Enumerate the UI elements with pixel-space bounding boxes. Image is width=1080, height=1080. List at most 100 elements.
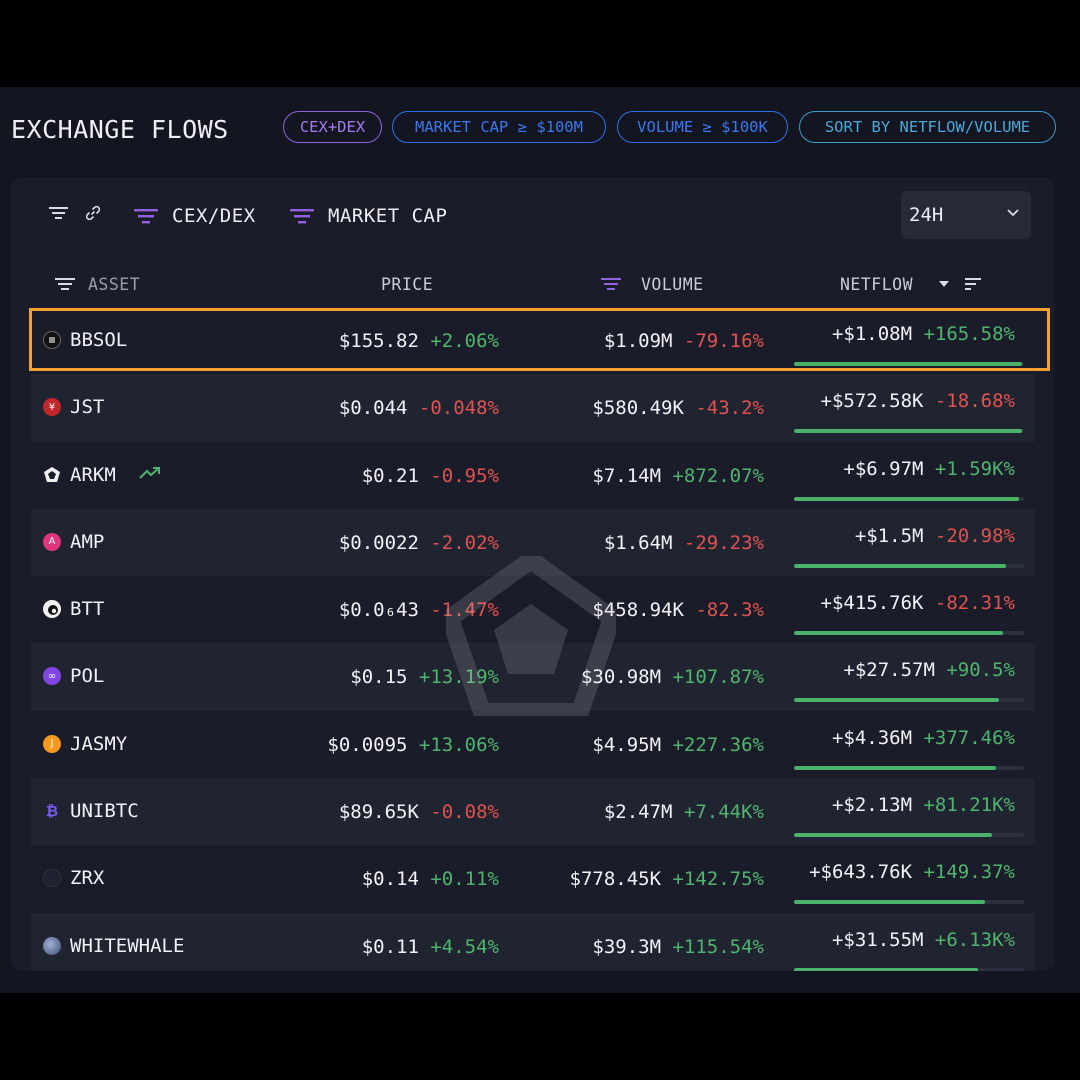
netflow-value: +$643.76K bbox=[809, 861, 913, 884]
price-change: -1.47% bbox=[430, 599, 499, 622]
netflow-change: +81.21K% bbox=[923, 794, 1015, 817]
netflow-bar-fill bbox=[794, 362, 1022, 366]
unibtc-icon: ₿ bbox=[45, 802, 59, 821]
zrx-icon bbox=[43, 869, 61, 888]
cex-dex-filter[interactable]: CEX/DEX bbox=[134, 203, 256, 229]
volume-change: +227.36% bbox=[672, 733, 764, 756]
filter-pill-volume[interactable]: VOLUME ≥ $100K bbox=[617, 111, 788, 143]
volume-value: $1.09M bbox=[603, 330, 673, 352]
table-row[interactable]: ARKM $0.21 -0.95% $7.14M +872.07% +$6.97… bbox=[31, 442, 1035, 509]
price-change: -0.95% bbox=[430, 464, 499, 487]
bbsol-icon bbox=[43, 331, 61, 349]
arkm-glyph-icon bbox=[44, 466, 60, 482]
filter-pill-cex-dex[interactable]: CEX+DEX bbox=[283, 111, 382, 143]
netflow-bar bbox=[794, 429, 1024, 434]
page-title: EXCHANGE FLOWS bbox=[11, 115, 229, 144]
price-cell: $0.0022 -2.02% bbox=[339, 532, 499, 554]
table-row[interactable]: A AMP $0.0022 -2.02% $1.64M -29.23% +$1.… bbox=[31, 508, 1035, 577]
amp-icon: A bbox=[43, 532, 61, 551]
netflow-cell: +$6.97M +1.59K% bbox=[843, 458, 1015, 480]
netflow-bar-fill bbox=[794, 563, 1006, 568]
table-row[interactable]: J JASMY $0.0095 +13.06% $4.95M +227.36% … bbox=[31, 711, 1035, 778]
column-header-volume[interactable]: VOLUME bbox=[601, 273, 704, 295]
filter-pill-sort[interactable]: SORT BY NETFLOW/VOLUME bbox=[799, 111, 1056, 143]
volume-value: $7.14M bbox=[592, 464, 662, 487]
price-value: $0.0₆43 bbox=[338, 599, 419, 622]
price-change: +2.06% bbox=[430, 330, 499, 352]
filter-lines-icon bbox=[601, 278, 621, 290]
jst-icon: ¥ bbox=[43, 398, 61, 417]
volume-cell: $458.94K -82.3% bbox=[592, 599, 764, 621]
netflow-change: -20.98% bbox=[934, 524, 1015, 547]
netflow-bar bbox=[794, 833, 1024, 838]
price-change: -2.02% bbox=[430, 531, 499, 554]
volume-cell: $39.3M +115.54% bbox=[592, 936, 764, 958]
volume-cell: $1.64M -29.23% bbox=[604, 532, 764, 554]
netflow-bar bbox=[794, 698, 1024, 703]
table-row[interactable]: BTT $0.0₆43 -1.47% $458.94K -82.3% +$415… bbox=[31, 576, 1035, 643]
time-range-select[interactable]: 24H bbox=[901, 191, 1031, 239]
netflow-cell: +$1.5M -20.98% bbox=[855, 525, 1015, 547]
netflow-change: +90.5% bbox=[946, 659, 1015, 682]
volume-change: +142.75% bbox=[672, 868, 764, 891]
price-cell: $0.0095 +13.06% bbox=[327, 734, 499, 756]
filter-lines-icon bbox=[49, 207, 68, 219]
netflow-bar-fill bbox=[794, 900, 985, 905]
asset-name: WHITEWHALE bbox=[70, 934, 185, 957]
table-row[interactable]: ∞ POL $0.15 +13.19% $30.98M +107.87% +$2… bbox=[31, 643, 1035, 711]
table-row[interactable]: ₿ UNIBTC $89.65K -0.08% $2.47M +7.44K% +… bbox=[31, 778, 1035, 846]
netflow-bar bbox=[794, 496, 1024, 501]
filter-pill-market-cap[interactable]: MARKET CAP ≥ $100M bbox=[392, 111, 606, 143]
exchange-flows-app: EXCHANGE FLOWS CEX+DEX MARKET CAP ≥ $100… bbox=[0, 87, 1080, 993]
asset-name: POL bbox=[70, 665, 105, 688]
table-row[interactable]: ¥ JST $0.044 -0.048% $580.49K -43.2% +$5… bbox=[31, 374, 1035, 442]
volume-value: $778.45K bbox=[569, 868, 662, 891]
netflow-change: +377.46% bbox=[923, 726, 1015, 749]
caret-down-icon bbox=[939, 281, 950, 287]
volume-value: $30.98M bbox=[580, 666, 662, 689]
table-row[interactable]: ZRX $0.14 +0.11% $778.45K +142.75% +$643… bbox=[31, 845, 1035, 912]
btt-glyph-icon bbox=[48, 605, 58, 616]
volume-cell: $1.09M -79.16% bbox=[604, 330, 764, 352]
table-row[interactable]: BBSOL $155.82 +2.06% $1.09M -79.16% +$1.… bbox=[31, 307, 1035, 374]
netflow-cell: +$572.58K -18.68% bbox=[821, 390, 1015, 412]
netflow-bar-fill bbox=[794, 765, 997, 770]
filter-lines-icon bbox=[55, 278, 75, 290]
netflow-cell: +$4.36M +377.46% bbox=[832, 727, 1015, 749]
volume-cell: $2.47M +7.44K% bbox=[604, 801, 764, 823]
price-value: $89.65K bbox=[338, 801, 419, 824]
netflow-value: +$1.5M bbox=[854, 524, 924, 547]
column-header-price[interactable]: PRICE bbox=[381, 273, 433, 295]
netflow-change: +1.59K% bbox=[934, 457, 1015, 480]
netflow-change: -18.68% bbox=[934, 390, 1015, 413]
filter-link-button[interactable] bbox=[49, 205, 101, 225]
asset-name: UNIBTC bbox=[70, 800, 139, 823]
column-header-asset[interactable]: ASSET bbox=[55, 273, 140, 295]
column-header-netflow[interactable]: NETFLOW bbox=[840, 273, 982, 295]
volume-value: $4.95M bbox=[592, 733, 662, 756]
netflow-value: +$31.55M bbox=[831, 928, 924, 951]
volume-cell: $580.49K -43.2% bbox=[592, 397, 764, 419]
netflow-change: +165.58% bbox=[923, 323, 1015, 345]
price-change: +4.54% bbox=[430, 935, 499, 958]
asset-name: BBSOL bbox=[70, 329, 128, 351]
netflow-cell: +$31.55M +6.13K% bbox=[832, 929, 1015, 951]
filter-lines-icon bbox=[290, 209, 314, 224]
netflow-value: +$27.57M bbox=[843, 659, 935, 682]
netflow-cell: +$643.76K +149.37% bbox=[809, 861, 1015, 883]
pol-icon: ∞ bbox=[43, 667, 61, 686]
volume-value: $458.94K bbox=[592, 599, 684, 622]
market-cap-filter[interactable]: MARKET CAP bbox=[290, 203, 447, 229]
netflow-bar bbox=[794, 631, 1024, 636]
btt-icon bbox=[43, 600, 61, 619]
netflow-bar bbox=[794, 900, 1024, 905]
netflow-cell: +$27.57M +90.5% bbox=[843, 659, 1015, 681]
table-row[interactable]: WHITEWHALE $0.11 +4.54% $39.3M +115.54% … bbox=[31, 912, 1035, 971]
flows-table-body: BBSOL $155.82 +2.06% $1.09M -79.16% +$1.… bbox=[31, 307, 1035, 971]
asset-name: JST bbox=[70, 396, 105, 419]
price-value: $0.0095 bbox=[327, 733, 408, 756]
asset-name: ARKM bbox=[70, 463, 116, 486]
price-change: -0.048% bbox=[418, 397, 499, 420]
volume-change: +115.54% bbox=[672, 935, 764, 958]
sort-icon[interactable] bbox=[965, 278, 982, 290]
